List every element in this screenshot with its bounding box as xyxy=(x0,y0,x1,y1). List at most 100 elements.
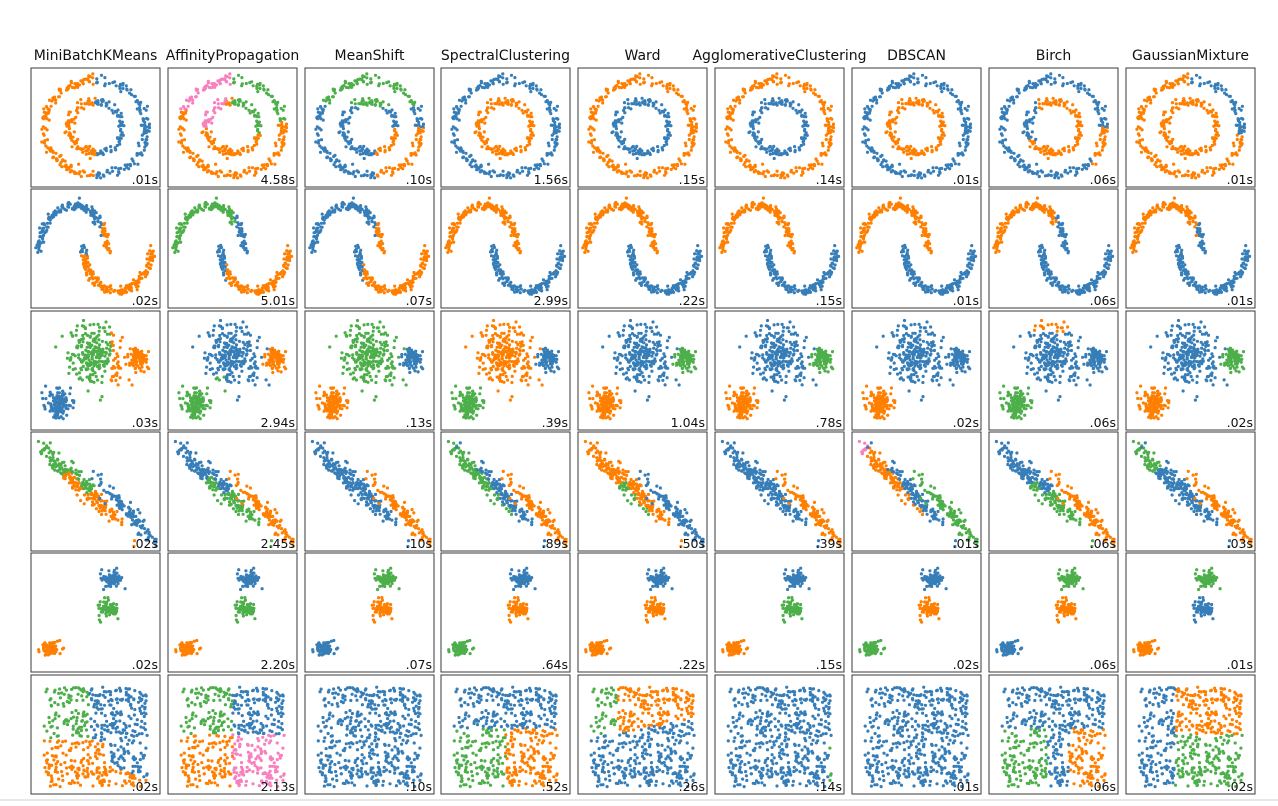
data-point xyxy=(119,129,122,132)
data-point xyxy=(649,153,652,156)
data-point xyxy=(410,163,413,166)
data-point xyxy=(234,103,237,106)
data-point xyxy=(475,164,478,167)
data-point xyxy=(394,115,397,118)
data-point xyxy=(102,223,105,226)
data-point xyxy=(78,197,81,200)
data-point xyxy=(142,118,145,121)
data-point xyxy=(510,103,513,106)
data-point xyxy=(519,284,522,287)
data-point xyxy=(587,128,590,131)
data-point xyxy=(690,141,693,144)
data-point xyxy=(1025,125,1028,128)
data-point xyxy=(1079,83,1082,86)
data-point xyxy=(80,245,83,248)
data-point xyxy=(652,102,655,105)
data-point xyxy=(118,120,121,123)
data-point xyxy=(1188,149,1191,152)
data-point xyxy=(1231,163,1234,166)
data-point xyxy=(1044,100,1047,103)
data-point xyxy=(477,203,480,206)
data-point xyxy=(100,74,103,77)
data-point xyxy=(280,145,283,148)
data-point xyxy=(1091,162,1094,165)
data-point xyxy=(256,290,259,293)
data-point xyxy=(828,129,831,132)
data-point xyxy=(130,93,133,96)
data-point xyxy=(282,138,285,141)
data-point xyxy=(1071,103,1074,106)
data-point xyxy=(820,99,823,102)
data-point xyxy=(892,136,895,139)
data-point xyxy=(1210,84,1213,87)
data-point xyxy=(615,111,618,114)
data-point xyxy=(288,259,291,262)
data-point xyxy=(116,174,119,177)
subplot-grid: .01s 4.58s .10s 1.56s .15s .14s .01s .06s .01s.0… xyxy=(31,68,1255,794)
data-point xyxy=(894,86,897,89)
data-point xyxy=(513,291,516,294)
data-point xyxy=(94,97,97,100)
data-point xyxy=(1192,103,1195,106)
data-point xyxy=(792,100,795,103)
data-point xyxy=(1164,170,1167,173)
data-point xyxy=(143,121,146,124)
data-point xyxy=(489,205,492,208)
data-point xyxy=(557,262,560,265)
data-point xyxy=(802,136,805,139)
data-point xyxy=(627,175,630,178)
data-point xyxy=(113,103,116,106)
data-point xyxy=(661,146,664,149)
data-point xyxy=(1140,105,1143,108)
data-point xyxy=(667,112,670,115)
data-point xyxy=(519,150,522,153)
data-point xyxy=(939,140,942,143)
data-point xyxy=(115,111,118,114)
column-title-birch: Birch xyxy=(1036,48,1072,64)
data-point xyxy=(805,83,808,86)
data-point xyxy=(1008,148,1011,151)
data-point xyxy=(112,111,115,114)
data-point xyxy=(414,152,417,155)
data-point xyxy=(222,204,225,207)
data-point xyxy=(350,145,353,148)
data-point xyxy=(51,156,54,159)
data-point xyxy=(237,74,240,77)
data-point xyxy=(1182,147,1185,150)
data-point xyxy=(312,239,315,242)
data-point xyxy=(374,74,377,77)
data-point xyxy=(129,88,132,91)
data-point xyxy=(246,291,249,294)
panel-noisy_circles-meanshift: .10s xyxy=(305,68,434,187)
data-point xyxy=(50,214,53,217)
data-point xyxy=(665,140,668,143)
data-point xyxy=(512,244,515,247)
data-point xyxy=(204,85,207,88)
data-point xyxy=(656,145,659,148)
data-point xyxy=(384,166,387,169)
data-point xyxy=(331,95,334,98)
data-point xyxy=(235,283,238,286)
data-point xyxy=(521,170,524,173)
data-point xyxy=(665,136,668,139)
data-point xyxy=(1057,176,1060,179)
data-point xyxy=(1138,134,1141,137)
data-point xyxy=(471,206,474,209)
runtime-label: 1.56s xyxy=(534,172,568,187)
data-point xyxy=(475,123,478,126)
data-point xyxy=(792,82,795,85)
data-point xyxy=(256,133,259,136)
data-point xyxy=(1182,97,1185,100)
data-point xyxy=(735,156,738,159)
data-point xyxy=(1053,77,1056,80)
data-point xyxy=(41,240,44,243)
data-point xyxy=(471,159,474,162)
data-point xyxy=(796,111,799,114)
data-point xyxy=(196,210,199,213)
data-point xyxy=(1177,169,1180,172)
data-point xyxy=(369,77,372,80)
data-point xyxy=(1045,97,1048,100)
data-point xyxy=(1040,169,1043,172)
data-point xyxy=(73,142,76,145)
data-point xyxy=(175,239,178,242)
